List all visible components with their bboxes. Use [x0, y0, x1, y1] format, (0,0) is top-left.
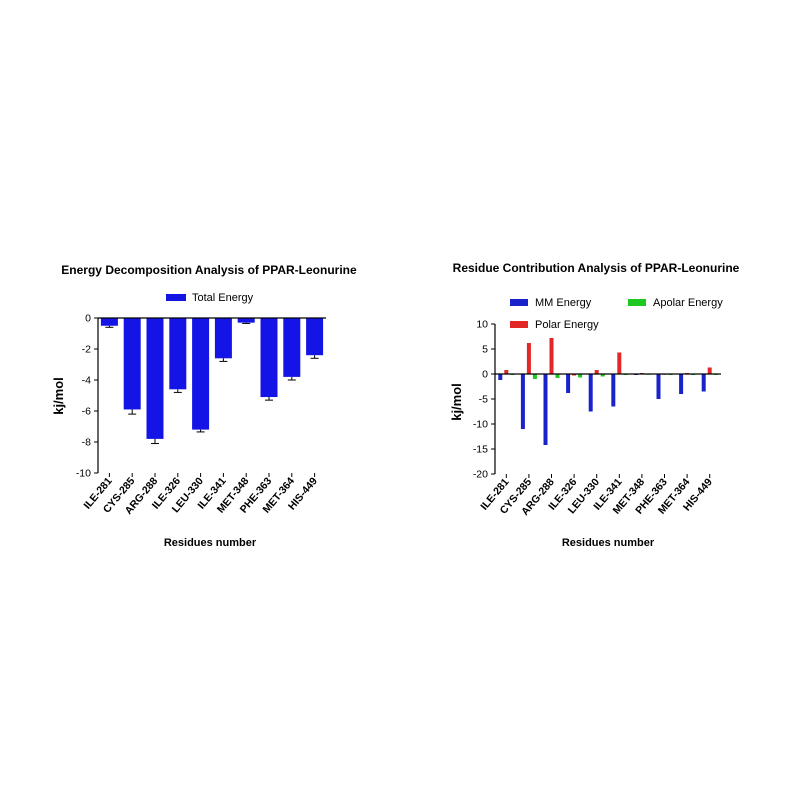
y-tick-label: 5: [482, 344, 488, 356]
bar-polar-energy-ile-341: [617, 352, 622, 374]
bar-apolar-energy-arg-288: [555, 374, 560, 378]
bar-mm-energy-met-364: [679, 374, 684, 394]
bar-polar-energy-arg-288: [549, 338, 554, 374]
chart-right-legend: MM Energy Polar Energy Apolar Energy: [510, 297, 723, 331]
bar-mm-energy-his-449: [701, 374, 706, 392]
bar-total-energy-his-449: [306, 318, 324, 356]
chart-right-ylabel: kj/mol: [449, 383, 464, 421]
legend-label-polar-energy: Polar Energy: [535, 319, 599, 331]
bar-total-energy-ile-326: [169, 318, 187, 390]
y-tick-label: 0: [482, 369, 488, 381]
legend-swatch-mm-energy: [510, 299, 528, 306]
legend-label-mm-energy: MM Energy: [535, 297, 592, 309]
bar-total-energy-ile-341: [214, 318, 232, 359]
bar-mm-energy-arg-288: [543, 374, 548, 445]
bar-total-energy-met-364: [283, 318, 301, 377]
bar-mm-energy-ile-281: [498, 374, 503, 380]
legend-label-total-energy: Total Energy: [192, 292, 254, 304]
bar-polar-energy-ile-326: [572, 374, 577, 376]
bar-total-energy-leu-330: [192, 318, 210, 430]
bar-mm-energy-cys-285: [520, 374, 525, 429]
y-tick-label: -4: [82, 375, 91, 387]
chart-left: Energy Decomposition Analysis of PPAR-Le…: [51, 263, 357, 549]
bar-apolar-energy-leu-330: [600, 374, 605, 377]
chart-right-title: Residue Contribution Analysis of PPAR-Le…: [453, 261, 740, 275]
bar-mm-energy-ile-326: [566, 374, 571, 393]
legend-swatch-apolar-energy: [628, 299, 646, 306]
y-tick-label: 10: [476, 319, 488, 331]
chart-left-xlabel: Residues number: [164, 537, 257, 549]
y-tick-label: -10: [76, 468, 91, 480]
bar-polar-energy-his-449: [707, 367, 712, 374]
bar-mm-energy-phe-363: [656, 374, 661, 399]
legend-swatch-polar-energy: [510, 321, 528, 328]
chart-left-y-axis: 0 -2 -4 -6 -8 -10: [76, 313, 99, 480]
bar-mm-energy-ile-341: [611, 374, 616, 407]
bar-total-energy-cys-285: [123, 318, 141, 410]
y-tick-label: 0: [85, 313, 91, 325]
chart-left-ylabel: kj/mol: [51, 377, 66, 415]
bar-polar-energy-ile-281: [504, 370, 509, 374]
bar-total-energy-ile-281: [100, 318, 118, 326]
y-tick-label: -5: [479, 394, 488, 406]
y-tick-label: -2: [82, 344, 91, 356]
bar-polar-energy-leu-330: [594, 370, 599, 374]
legend-swatch-total-energy: [166, 294, 186, 301]
y-tick-label: -8: [82, 437, 91, 449]
bar-polar-energy-cys-285: [526, 343, 531, 374]
bar-total-energy-met-348: [237, 318, 255, 323]
y-tick-label: -6: [82, 406, 91, 418]
chart-right: Residue Contribution Analysis of PPAR-Le…: [449, 261, 740, 549]
y-tick-label: -10: [473, 419, 488, 431]
chart-left-bars: [100, 318, 324, 445]
bar-apolar-energy-cys-285: [532, 374, 537, 379]
chart-right-xlabel: Residues number: [562, 537, 655, 549]
chart-right-bars: [498, 338, 718, 445]
legend-label-apolar-energy: Apolar Energy: [653, 297, 723, 309]
chart-right-y-axis: 10 5 0 -5 -10 -15 -20: [473, 319, 496, 481]
bar-apolar-energy-ile-326: [578, 374, 583, 378]
chart-left-legend: Total Energy: [166, 292, 254, 304]
chart-left-title: Energy Decomposition Analysis of PPAR-Le…: [61, 263, 357, 277]
y-tick-label: -20: [473, 469, 488, 481]
y-tick-label: -15: [473, 444, 488, 456]
chart-right-x-axis: ILE-281CYS-285ARG-288ILE-326LEU-330ILE-3…: [478, 373, 721, 518]
bar-total-energy-phe-363: [260, 318, 278, 398]
bar-total-energy-arg-288: [146, 318, 164, 439]
bar-mm-energy-leu-330: [588, 374, 593, 412]
